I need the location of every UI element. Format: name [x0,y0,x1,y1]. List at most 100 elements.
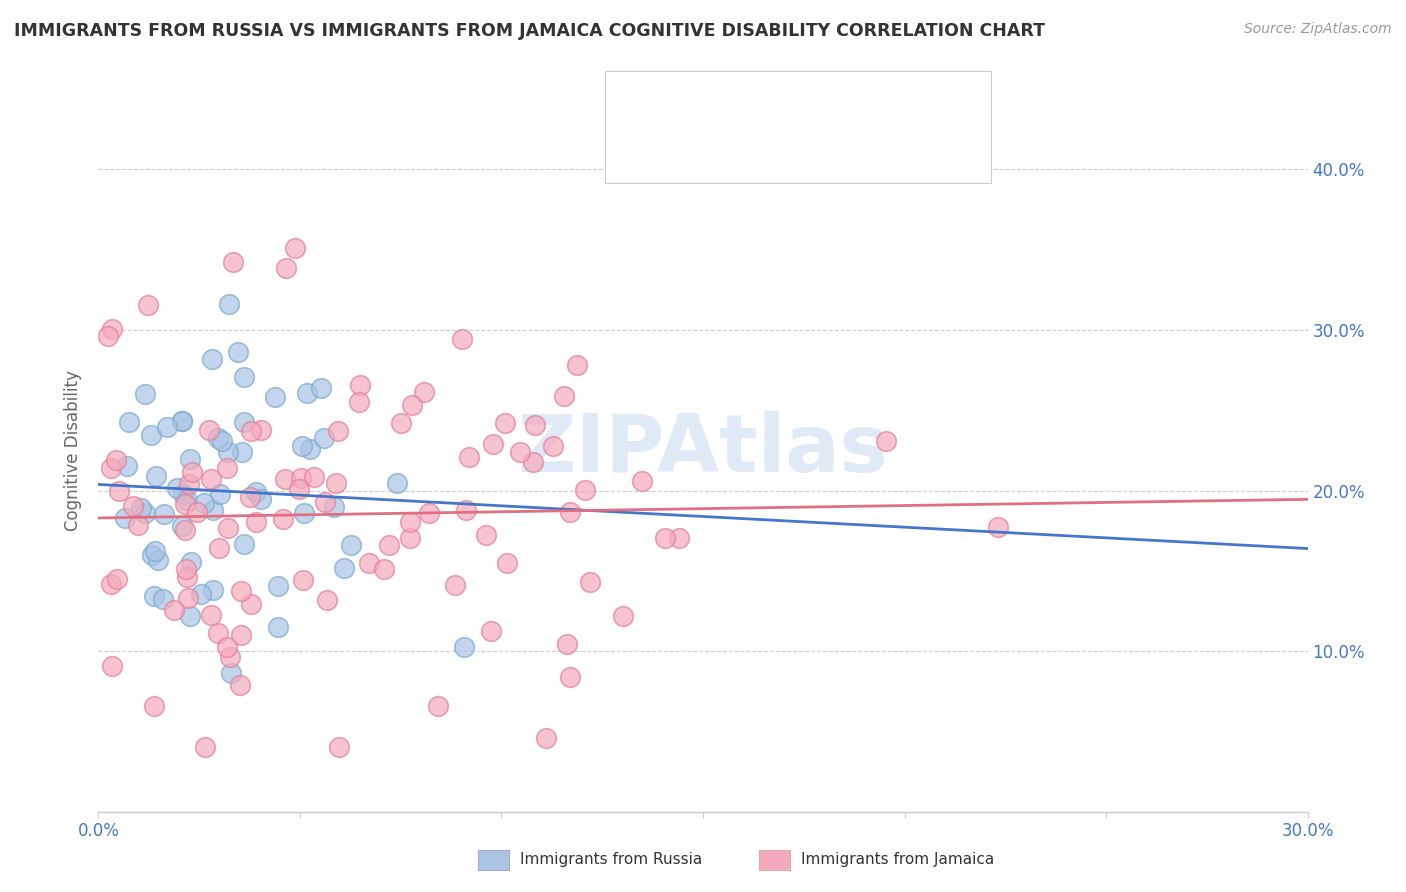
Point [302,469,325,483]
Point [190,586,212,600]
Point [314,431,336,445]
Point [217,521,239,535]
Point [553,388,575,402]
Point [198,423,221,437]
Point [221,254,243,268]
Point [233,415,256,429]
Point [309,381,332,395]
Point [631,474,654,488]
Point [654,531,676,545]
Text: IMMIGRANTS FROM RUSSIA VS IMMIGRANTS FROM JAMAICA COGNITIVE DISABILITY CORRELATI: IMMIGRANTS FROM RUSSIA VS IMMIGRANTS FRO… [14,22,1045,40]
Point [139,427,162,442]
Point [186,505,208,519]
Point [176,570,198,584]
Point [100,322,122,336]
Point [612,609,634,624]
Point [174,562,197,576]
Point [100,577,122,591]
Point [373,562,395,576]
Point [152,592,174,607]
Point [290,471,312,485]
Point [292,507,315,521]
Point [115,459,138,474]
Point [357,556,380,570]
Point [475,528,498,542]
Point [143,544,166,558]
Point [114,511,136,525]
Point [200,608,222,623]
Point [316,592,339,607]
Point [170,518,193,533]
Point [207,431,229,445]
Point [558,505,581,519]
Point [217,445,239,459]
Point [427,699,450,714]
Point [207,625,229,640]
Point [174,523,197,537]
Point [565,358,588,372]
Point [323,500,346,514]
Point [495,556,517,570]
Point [200,472,222,486]
Text: N =: N = [797,92,834,110]
Point [129,500,152,515]
Text: R =: R = [685,92,721,110]
Point [172,413,194,427]
Point [97,329,120,343]
Point [482,437,505,451]
Point [987,520,1010,534]
Point [105,452,128,467]
Point [250,423,273,437]
Point [509,445,531,459]
Point [389,416,412,430]
Point [172,487,194,501]
Point [134,506,156,520]
Text: 92: 92 [839,145,863,163]
Point [314,495,336,509]
Point [228,345,250,359]
Point [121,500,143,514]
Point [378,538,401,552]
Point [179,477,201,491]
Point [201,503,224,517]
Point [231,627,253,641]
Text: Immigrants from Jamaica: Immigrants from Jamaica [801,853,994,867]
Point [127,518,149,533]
Point [522,454,544,468]
Point [250,492,273,507]
Point [153,507,176,521]
Point [163,603,186,617]
Point [180,555,202,569]
Point [240,424,263,438]
Point [194,740,217,755]
Point [443,577,465,591]
Point [208,487,231,501]
Point [179,609,201,624]
Point [340,538,363,552]
Point [456,503,478,517]
Point [555,637,578,651]
Text: Immigrants from Russia: Immigrants from Russia [520,853,703,867]
Point [401,398,423,412]
Point [174,497,197,511]
Point [166,481,188,495]
Point [232,537,254,551]
Point [136,298,159,312]
Text: -0.017: -0.017 [727,92,786,110]
Point [412,385,434,400]
Point [211,434,233,449]
Point [215,461,238,475]
Point [264,390,287,404]
Point [578,574,600,589]
Point [146,553,169,567]
Point [543,440,565,454]
Point [176,493,198,508]
Point [101,659,124,673]
Point [145,468,167,483]
Point [385,476,408,491]
Point [398,531,420,545]
Point [326,425,349,439]
Y-axis label: Cognitive Disability: Cognitive Disability [65,370,83,531]
Point [219,649,242,664]
Point [479,624,502,638]
